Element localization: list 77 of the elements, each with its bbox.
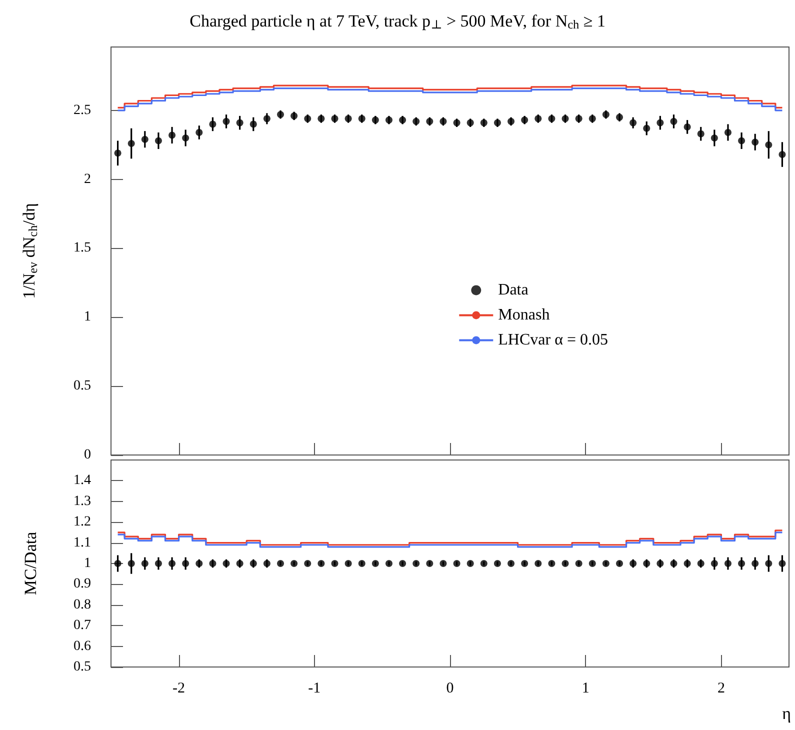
y-axis-title: MC/Data xyxy=(21,531,40,596)
point xyxy=(453,119,460,126)
point xyxy=(114,150,122,157)
y-tick-label: 0.5 xyxy=(74,378,91,394)
y-axis-title: 1/Nev dNch/dη xyxy=(20,203,40,299)
y-tick-label: 2.5 xyxy=(74,102,91,118)
point xyxy=(697,130,704,138)
legend-label: Monash xyxy=(498,306,550,324)
point xyxy=(724,128,732,136)
y-tick-label: 1.2 xyxy=(74,514,91,530)
point xyxy=(385,116,392,124)
point xyxy=(765,141,772,148)
point xyxy=(466,119,474,126)
x-tick-label: 2 xyxy=(717,680,725,696)
y-tick-label: 1 xyxy=(84,556,91,571)
y-tick-label: 1.5 xyxy=(74,240,91,256)
y-tick-label: 2 xyxy=(84,172,91,187)
point xyxy=(494,119,501,126)
point xyxy=(508,118,515,125)
point xyxy=(372,116,379,124)
point xyxy=(128,140,135,147)
y-tick-label: 1 xyxy=(84,310,91,325)
point xyxy=(684,123,691,130)
point xyxy=(222,118,230,125)
point xyxy=(752,138,759,146)
x-axis-title: η xyxy=(782,704,791,723)
point xyxy=(168,132,176,139)
point xyxy=(656,119,664,126)
y-tick-label: 0.8 xyxy=(74,597,91,612)
y-tick-label: 0.5 xyxy=(74,660,91,674)
point xyxy=(399,116,406,124)
point xyxy=(670,118,678,125)
x-tick-label: 0 xyxy=(446,680,454,696)
point xyxy=(236,119,244,126)
point xyxy=(480,119,488,126)
point xyxy=(318,115,325,122)
point xyxy=(534,115,542,122)
point xyxy=(575,115,582,122)
point xyxy=(344,115,352,122)
x-tick-label: -2 xyxy=(172,680,186,696)
point xyxy=(710,134,718,142)
point xyxy=(331,115,338,122)
point xyxy=(643,124,650,132)
point xyxy=(440,118,447,125)
x-tick-label: 1 xyxy=(582,680,590,696)
x-tick-label: -1 xyxy=(308,680,321,696)
point xyxy=(426,118,434,125)
point xyxy=(304,115,312,122)
point xyxy=(778,151,786,158)
legend-label: Data xyxy=(498,282,528,299)
point xyxy=(209,120,216,128)
point xyxy=(141,136,148,143)
point xyxy=(588,115,596,122)
point xyxy=(602,111,610,118)
point xyxy=(548,115,556,122)
y-tick-label: 0.7 xyxy=(74,618,91,634)
y-tick-label: 1.3 xyxy=(74,494,91,509)
point xyxy=(738,137,746,144)
legend-label: LHCvar α = 0.05 xyxy=(498,332,608,349)
point xyxy=(182,134,190,142)
point xyxy=(277,111,284,118)
point xyxy=(290,112,298,120)
y-tick-label: 1.1 xyxy=(74,535,91,550)
y-tick-label: 0 xyxy=(84,448,91,462)
y-tick-label: 0.9 xyxy=(74,576,91,592)
y-tick-label: 0.6 xyxy=(74,638,91,654)
point xyxy=(358,115,366,122)
point xyxy=(562,115,569,122)
point xyxy=(263,115,270,122)
point xyxy=(616,114,623,121)
point xyxy=(521,116,528,124)
point xyxy=(250,120,257,128)
y-tick-label: 1.4 xyxy=(74,473,91,488)
point xyxy=(154,137,162,144)
point xyxy=(630,119,637,126)
point xyxy=(412,118,420,125)
point xyxy=(196,128,203,136)
